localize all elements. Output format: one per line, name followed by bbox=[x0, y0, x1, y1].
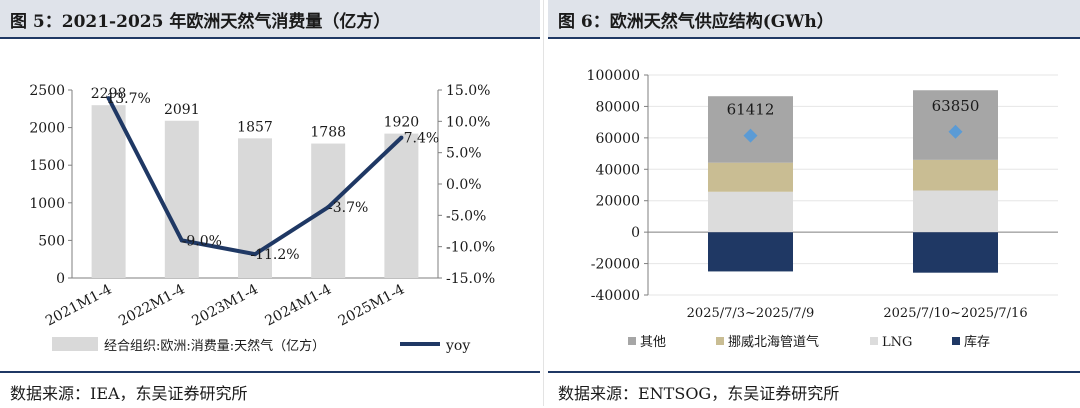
stack-segment bbox=[913, 159, 998, 191]
x-category-label: 2023M1-4 bbox=[189, 281, 261, 329]
legend-bar-label: 经合组织:欧洲:消费量:天然气（亿方） bbox=[104, 338, 325, 354]
y-tick-label: 0 bbox=[631, 225, 640, 241]
left-y-tick-label: 1500 bbox=[29, 158, 65, 174]
legend-swatch bbox=[716, 337, 724, 345]
total-marker bbox=[948, 124, 963, 139]
right-chart-title: 图 6：欧洲天然气供应结构(GWh） bbox=[558, 12, 834, 32]
yoy-data-label: 13.7% bbox=[106, 91, 150, 107]
right-y-tick-label: 10.0% bbox=[446, 114, 490, 130]
right-chart-title-bar: 图 6：欧洲天然气供应结构(GWh） bbox=[548, 0, 1080, 39]
bar-data-label: 1920 bbox=[384, 115, 420, 131]
right-y-tick-label: -5.0% bbox=[446, 208, 486, 224]
left-chart-panel: 图 5：2021-2025 年欧洲天然气消费量（亿方） 0 500 1000 1500… bbox=[0, 0, 540, 408]
right-y-tick-label: 5.0% bbox=[446, 146, 482, 162]
consumption-bar bbox=[164, 120, 199, 278]
y-tick-label: 40000 bbox=[595, 162, 640, 178]
legend-label: 其他 bbox=[640, 335, 666, 350]
right-y-tick-label: -10.0% bbox=[446, 240, 495, 256]
bar-data-label: 2298 bbox=[91, 86, 127, 102]
consumption-chart: 0 500 1000 1500 2000 2500 -15.0% -10.0% -5.0% 0.0… bbox=[29, 83, 495, 354]
yoy-point bbox=[106, 96, 111, 101]
yoy-point bbox=[399, 135, 404, 140]
left-y-tick-label: 2000 bbox=[29, 121, 65, 137]
stack-segment bbox=[708, 162, 793, 192]
left-source-text: 数据来源：IEA，东吴证券研究所 bbox=[10, 384, 248, 403]
y-tick-label: -40000 bbox=[591, 288, 640, 304]
stack-segment bbox=[708, 191, 793, 233]
x-category-label: 2025/7/10~2025/7/16 bbox=[883, 306, 1027, 321]
total-data-label: 63850 bbox=[932, 97, 980, 115]
legend-label: 库存 bbox=[964, 334, 990, 350]
left-y-tick-label: 1000 bbox=[29, 196, 65, 212]
stack-segment bbox=[708, 232, 793, 272]
legend-label: 挪威北海管道气 bbox=[728, 334, 819, 350]
consumption-bar bbox=[311, 143, 346, 278]
left-y-tick-label: 500 bbox=[38, 233, 65, 249]
left-source-bar: 数据来源：IEA，东吴证券研究所 bbox=[0, 371, 540, 408]
yoy-data-label: -9.0% bbox=[182, 233, 222, 249]
supply-structure-chart: -40000 -20000 0 20000 40000 60000 80000 100000 6… bbox=[587, 68, 1058, 350]
legend-swatch bbox=[952, 337, 960, 345]
panel-divider bbox=[543, 0, 544, 406]
yoy-point bbox=[326, 205, 331, 210]
yoy-data-label: -3.7% bbox=[328, 200, 368, 216]
stack-segment bbox=[913, 232, 998, 273]
y-tick-label: 80000 bbox=[595, 99, 640, 115]
right-source-text: 数据来源：ENTSOG，东吴证券研究所 bbox=[558, 384, 840, 403]
x-category-label: 2021M1-4 bbox=[43, 281, 115, 329]
x-category-label: 2022M1-4 bbox=[116, 281, 188, 329]
yoy-data-label: -11.2% bbox=[250, 247, 299, 263]
x-category-label: 2025M1-4 bbox=[336, 281, 408, 329]
bar-data-label: 2091 bbox=[164, 102, 200, 118]
legend-line-label: yoy bbox=[445, 338, 470, 354]
legend-bar-swatch bbox=[52, 337, 98, 351]
left-chart-title: 图 5：2021-2025 年欧洲天然气消费量（亿方） bbox=[10, 12, 391, 32]
legend-swatch bbox=[628, 337, 636, 345]
stack-segment bbox=[913, 190, 998, 233]
right-source-bar: 数据来源：ENTSOG，东吴证券研究所 bbox=[548, 371, 1080, 408]
y-tick-label: -20000 bbox=[591, 257, 640, 273]
left-y-tick-label: 0 bbox=[56, 271, 65, 287]
x-category-label: 2025/7/3~2025/7/9 bbox=[687, 306, 815, 321]
bar-data-label: 1857 bbox=[237, 119, 273, 135]
bar-data-label: 1788 bbox=[310, 125, 346, 141]
y-tick-label: 20000 bbox=[595, 194, 640, 210]
y-tick-label: 100000 bbox=[587, 68, 640, 84]
right-y-tick-label: -15.0% bbox=[446, 271, 495, 287]
legend-swatch bbox=[870, 337, 878, 345]
yoy-data-label: 7.4% bbox=[404, 131, 440, 147]
total-data-label: 61412 bbox=[727, 101, 775, 119]
total-marker bbox=[743, 128, 758, 143]
right-chart-panel: 图 6：欧洲天然气供应结构(GWh） -40000 -20000 0 20000 400… bbox=[548, 0, 1080, 408]
left-y-tick-label: 2500 bbox=[29, 83, 65, 99]
consumption-bar bbox=[91, 105, 126, 278]
yoy-point bbox=[179, 238, 184, 243]
legend-label: LNG bbox=[882, 335, 912, 350]
yoy-point bbox=[253, 252, 257, 257]
right-y-tick-label: 0.0% bbox=[446, 177, 482, 193]
y-tick-label: 60000 bbox=[595, 131, 640, 147]
consumption-bar bbox=[384, 133, 419, 278]
left-chart-title-bar: 图 5：2021-2025 年欧洲天然气消费量（亿方） bbox=[0, 0, 540, 39]
right-y-tick-label: 15.0% bbox=[446, 83, 490, 99]
x-category-label: 2024M1-4 bbox=[263, 281, 335, 329]
